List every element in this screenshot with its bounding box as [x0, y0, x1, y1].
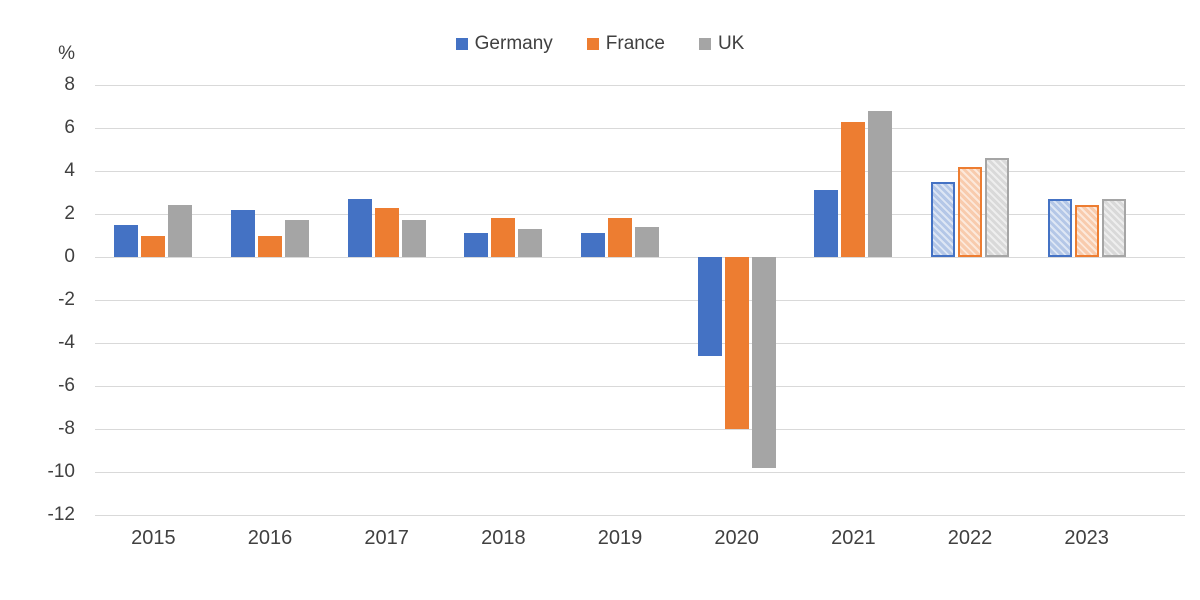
y-tick-6: 6: [64, 117, 75, 138]
y-tick--10: -10: [47, 461, 75, 482]
y-tick--2: -2: [58, 289, 75, 310]
legend-label-germany: Germany: [474, 33, 553, 54]
bar-france-2017: [374, 207, 399, 257]
gridline-6: [95, 127, 1185, 129]
plot-area: [95, 84, 1185, 516]
bar-france-2019: [608, 218, 632, 257]
y-tick-0: 0: [64, 246, 75, 267]
gridline--6: [95, 385, 1185, 387]
bar-uk-2019: [635, 226, 659, 257]
bar-uk-2017: [401, 220, 426, 257]
bar-uk-2018: [518, 229, 543, 257]
x-tick-2020: 2020: [714, 527, 759, 549]
x-tick-2019: 2019: [597, 527, 643, 549]
bar-uk-2021: [868, 110, 893, 257]
legend-swatch-germany: [455, 38, 468, 50]
x-tick-2015: 2015: [131, 527, 176, 549]
x-tick-2021: 2021: [831, 527, 876, 549]
y-tick-8: 8: [64, 74, 75, 95]
gridline--4: [95, 342, 1185, 344]
gridline--2: [95, 299, 1185, 301]
chart-legend: Germany France UK: [0, 33, 1200, 55]
legend-swatch-uk: [698, 38, 711, 50]
y-tick--6: -6: [58, 375, 75, 396]
x-tick-2017: 2017: [364, 527, 409, 549]
x-tick-2023: 2023: [1064, 527, 1109, 549]
bar-germany-2023: [1047, 198, 1072, 257]
legend-item-france: France: [586, 33, 665, 55]
bar-uk-2022: [985, 158, 1009, 257]
bar-uk-2015: [168, 205, 193, 257]
bar-germany-2021: [814, 190, 839, 257]
bar-france-2022: [958, 166, 982, 257]
legend-item-uk: UK: [698, 33, 745, 55]
gridline-8: [95, 84, 1185, 86]
x-tick-2016: 2016: [247, 527, 293, 549]
gridline--12: [95, 514, 1185, 516]
bar-france-2018: [491, 218, 516, 257]
x-tick-2022: 2022: [947, 527, 993, 549]
gridline-0: [95, 256, 1185, 258]
legend-label-france: France: [605, 33, 665, 54]
x-tick-2018: 2018: [481, 527, 526, 549]
legend-swatch-france: [586, 38, 599, 50]
bar-germany-2015: [114, 224, 139, 257]
y-tick--12: -12: [47, 504, 75, 525]
gridline--8: [95, 428, 1185, 430]
bar-france-2021: [841, 121, 866, 257]
y-tick-2: 2: [64, 203, 75, 224]
bar-germany-2020: [697, 257, 722, 356]
bar-france-2016: [258, 235, 282, 257]
bar-uk-2020: [751, 257, 776, 468]
bar-germany-2018: [464, 233, 489, 257]
legend-item-germany: Germany: [455, 33, 553, 55]
bar-germany-2022: [931, 181, 955, 257]
y-tick--8: -8: [58, 418, 75, 439]
bar-uk-2016: [285, 220, 309, 257]
bar-france-2015: [141, 235, 166, 257]
bar-france-2023: [1074, 205, 1099, 257]
bar-uk-2023: [1101, 198, 1126, 257]
y-tick--4: -4: [58, 332, 75, 353]
y-tick-4: 4: [64, 160, 75, 181]
bar-germany-2019: [581, 233, 605, 257]
y-axis-unit-label: %: [58, 43, 75, 64]
bar-france-2020: [724, 257, 749, 429]
bar-germany-2016: [231, 209, 255, 257]
gridline--10: [95, 471, 1185, 473]
gridline-2: [95, 213, 1185, 215]
bar-germany-2017: [347, 198, 372, 257]
gridline-4: [95, 170, 1185, 172]
legend-label-uk: UK: [717, 33, 745, 54]
